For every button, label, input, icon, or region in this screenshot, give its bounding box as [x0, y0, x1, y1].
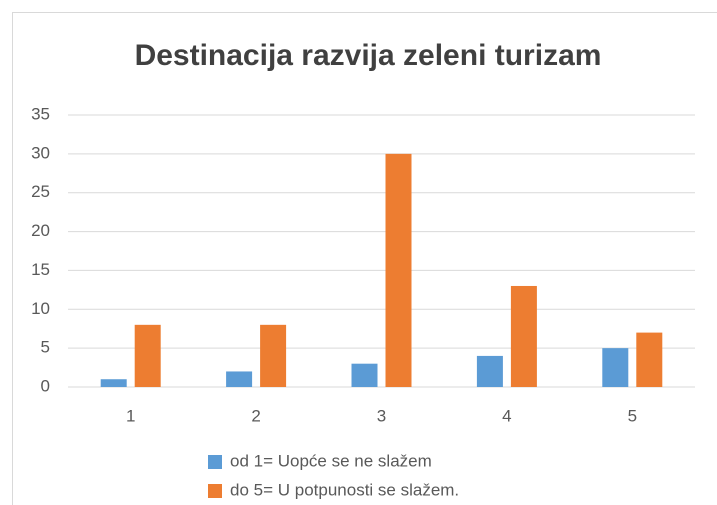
y-tick-label: 25 — [31, 182, 50, 201]
bar — [226, 371, 253, 387]
x-tick-label: 4 — [502, 406, 511, 425]
y-tick-label: 20 — [31, 221, 50, 240]
bar — [100, 379, 127, 387]
legend-swatch — [208, 455, 222, 469]
bar — [385, 153, 412, 387]
legend-label: do 5= U potpunosti se slažem. — [230, 480, 459, 499]
bar — [510, 285, 537, 387]
x-tick-label: 3 — [377, 406, 386, 425]
x-tick-label: 5 — [628, 406, 637, 425]
legend-swatch — [208, 484, 222, 498]
chart-border — [12, 12, 717, 505]
y-tick-label: 15 — [31, 260, 50, 279]
bar — [134, 324, 161, 387]
y-tick-label: 5 — [41, 338, 50, 357]
y-tick-label: 30 — [31, 143, 50, 162]
y-tick-label: 35 — [31, 104, 50, 123]
chart-title: Destinacija razvija zeleni turizam — [135, 39, 602, 72]
y-tick-label: 10 — [31, 299, 50, 318]
bar — [260, 324, 287, 387]
bar — [351, 363, 378, 387]
bar — [636, 332, 663, 387]
bar — [602, 348, 629, 387]
x-tick-label: 2 — [251, 406, 260, 425]
x-tick-label: 1 — [126, 406, 135, 425]
y-tick-label: 0 — [41, 376, 50, 395]
legend-label: od 1= Uopće se ne slažem — [230, 451, 432, 470]
bar — [476, 355, 503, 387]
